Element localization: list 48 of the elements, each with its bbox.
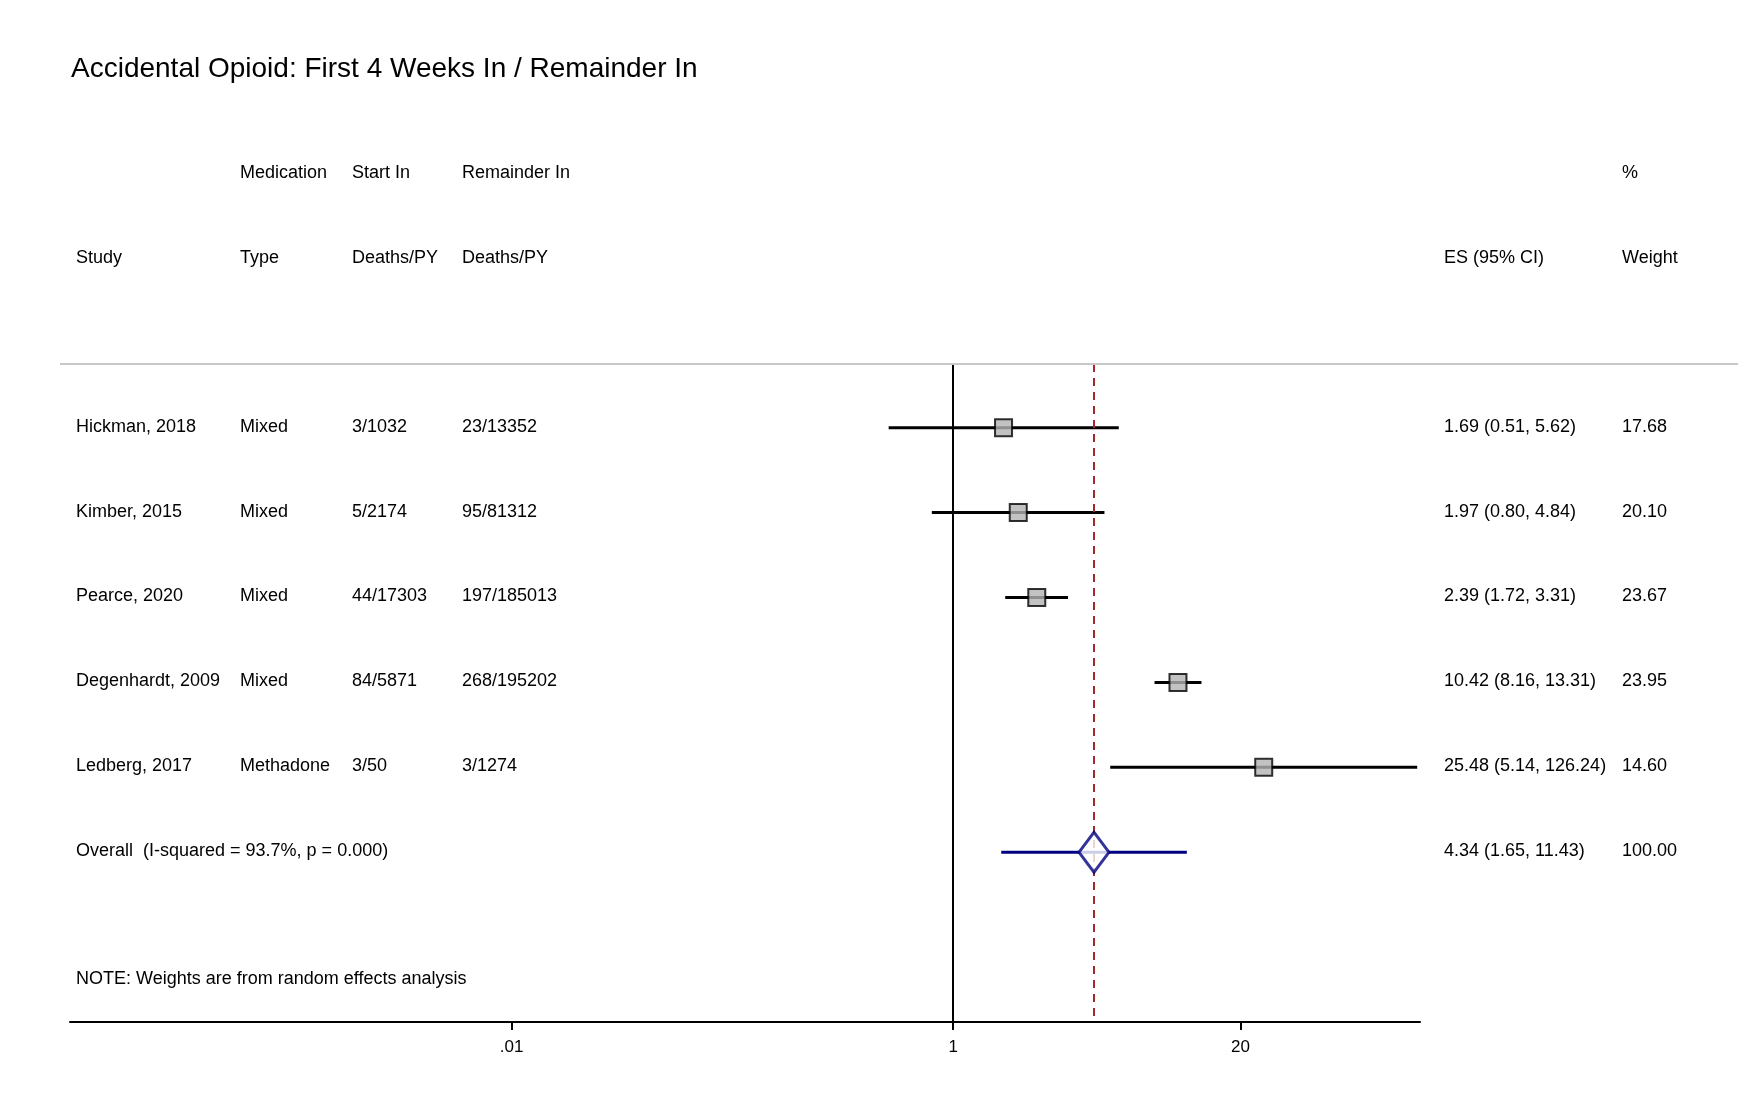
- annotation: Mixed: [240, 585, 289, 606]
- annotation: 3/1032: [352, 415, 408, 436]
- annotation: Mixed: [240, 670, 289, 691]
- text: 14.60: [1622, 755, 1668, 776]
- x-tick-label: 20: [1231, 1037, 1250, 1056]
- text: 23.95: [1622, 670, 1668, 691]
- annotation: Methadone: [240, 755, 331, 776]
- annotation: 44/17303: [352, 585, 428, 606]
- x-tick-label: 1: [948, 1037, 958, 1056]
- annotation: 95/81312: [462, 500, 538, 521]
- text: 100.00: [1622, 840, 1678, 861]
- annotation: 197/185013: [462, 585, 558, 606]
- text: 20.10: [1622, 500, 1668, 521]
- y-tick-label: Kimber, 2015: [76, 500, 183, 521]
- y-tick-label: Hickman, 2018: [76, 415, 197, 436]
- text: 1.69 (0.51, 5.62): [1444, 415, 1577, 436]
- text: Medication: [240, 162, 328, 182]
- annotation: Mixed: [240, 500, 289, 521]
- chart-title: Accidental Opioid: First 4 Weeks In / Remainder In: [71, 51, 698, 83]
- x-tick-label: .01: [499, 1037, 524, 1056]
- text: 10.42 (8.16, 13.31): [1444, 670, 1597, 691]
- text: 25.48 (5.14, 126.24): [1444, 755, 1607, 776]
- annotation: 5/2174: [352, 500, 408, 521]
- text: ES (95% CI): [1444, 247, 1545, 267]
- text: Weight: [1622, 247, 1678, 267]
- text: 2.39 (1.72, 3.31): [1444, 585, 1577, 606]
- text: Type: [240, 247, 280, 267]
- annotation: 3/1274: [462, 755, 518, 776]
- text: 23.67: [1622, 585, 1668, 606]
- text: Deaths/PY: [352, 247, 439, 267]
- text: Study: [76, 247, 123, 267]
- text: 1.97 (0.80, 4.84): [1444, 500, 1577, 521]
- y-tick-label: Overall (I-squared = 93.7%, p = 0.000): [76, 840, 389, 861]
- y-tick-label: Ledberg, 2017: [76, 755, 193, 776]
- y-tick-label: Degenhardt, 2009: [76, 670, 221, 691]
- annotation: 3/50: [352, 755, 388, 776]
- annotation: 84/5871: [352, 670, 418, 691]
- annotation: 268/195202: [462, 670, 558, 691]
- text: NOTE: Weights are from random effects analysis: [76, 967, 467, 988]
- annotation: Mixed: [240, 415, 289, 436]
- text: 17.68: [1622, 415, 1668, 436]
- text: Deaths/PY: [462, 247, 549, 267]
- annotation: 23/13352: [462, 415, 538, 436]
- y-tick-label: Pearce, 2020: [76, 585, 184, 606]
- text: %: [1622, 162, 1639, 182]
- text: Start In: [352, 162, 411, 182]
- text: 4.34 (1.65, 11.43): [1444, 840, 1585, 861]
- text: Remainder In: [462, 162, 571, 182]
